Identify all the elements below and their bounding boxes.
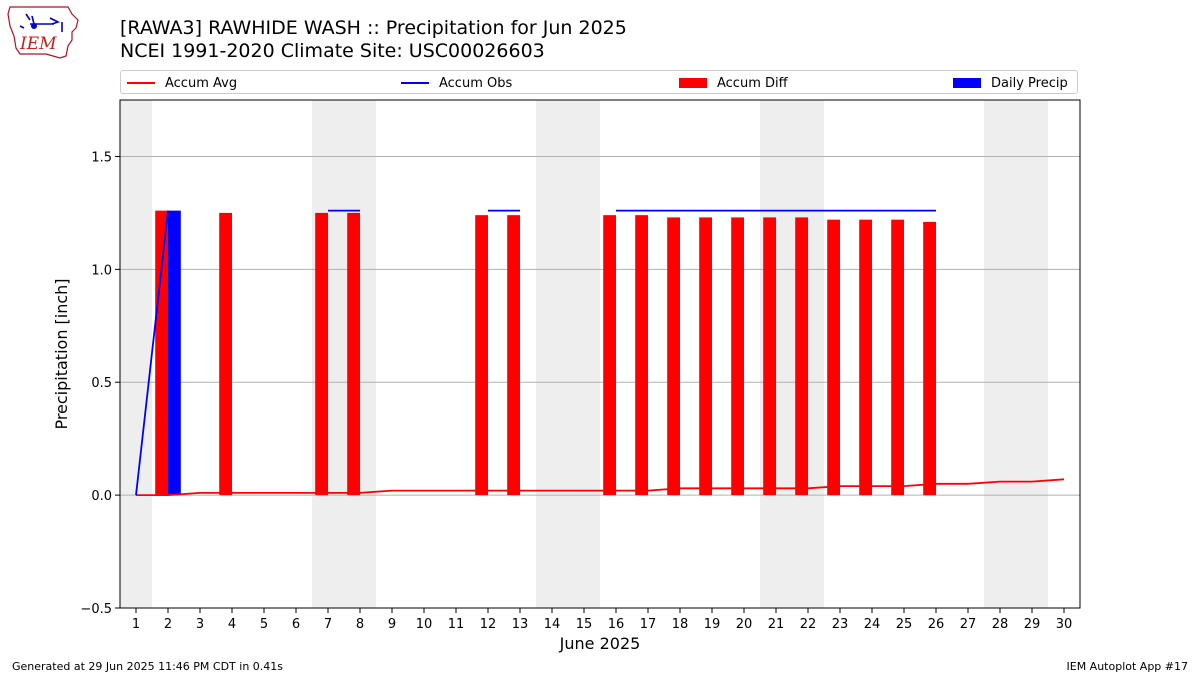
y-tick-label: 0.5 [91, 376, 112, 391]
accum-diff-bar [859, 219, 872, 496]
legend: Accum Avg Accum Obs Accum Diff Daily Pre… [120, 70, 1078, 94]
legend-label: Accum Obs [439, 75, 513, 91]
x-tick-label: 3 [196, 617, 204, 632]
weekend-shading [120, 100, 1048, 608]
accum-diff-bar [315, 212, 328, 496]
legend-label: Accum Avg [165, 75, 238, 91]
y-tick-label: 1.0 [91, 263, 112, 278]
chart-subtitle: NCEI 1991-2020 Climate Site: USC00026603 [120, 40, 545, 62]
y-tick-label: 0.0 [91, 489, 112, 504]
x-tick-label: 13 [512, 617, 529, 632]
y-tick-label: −0.5 [80, 602, 112, 617]
x-tick-label: 27 [960, 617, 977, 632]
legend-label: Accum Diff [717, 75, 788, 91]
station-dot-icon [31, 23, 37, 29]
x-tick-label: 20 [736, 617, 753, 632]
accum-diff-bar [347, 212, 360, 496]
weekend-band [536, 100, 600, 608]
accum-diff-bar [731, 217, 744, 496]
x-tick-label: 11 [448, 617, 465, 632]
bars [155, 210, 936, 496]
legend-swatch [401, 82, 429, 84]
legend-swatch [679, 78, 707, 88]
accum-diff-bar [763, 217, 776, 496]
x-tick-label: 14 [544, 617, 561, 632]
weekend-band [120, 100, 152, 608]
accum-diff-bar [603, 215, 616, 496]
x-tick-label: 25 [896, 617, 913, 632]
weather-symbol-icon [19, 13, 63, 32]
x-tick-label: 1 [132, 617, 140, 632]
x-tick-label: 21 [768, 617, 785, 632]
legend-item-daily-precip: Daily Precip [953, 74, 1068, 92]
legend-item-accum-avg: Accum Avg [127, 74, 237, 92]
x-axis-label: June 2025 [559, 634, 641, 653]
accum-diff-bar [507, 215, 520, 496]
logo-text: IEM [19, 34, 57, 54]
x-tick-label: 30 [1056, 617, 1073, 632]
precipitation-chart: −0.50.00.51.01.51 2 3 4 5 6 7 8 9 10 11 12 13 14 15 16 1… [52, 99, 1081, 653]
accum-diff-bar [155, 210, 168, 496]
legend-item-accum-obs: Accum Obs [401, 74, 512, 92]
x-tick-label: 4 [228, 617, 236, 632]
accum-diff-bar [891, 219, 904, 496]
accum-diff-bar [923, 221, 936, 496]
chart-title: [RAWA3] RAWHIDE WASH :: Precipitation fo… [120, 17, 627, 39]
accum-avg-line [136, 478, 1065, 496]
accum-diff-bar [795, 217, 808, 496]
accum-diff-bar [475, 215, 488, 496]
x-tick-label: 12 [480, 617, 497, 632]
x-tick-label: 16 [608, 617, 625, 632]
x-tick-label: 22 [800, 617, 817, 632]
footer-generated: Generated at 29 Jun 2025 11:46 PM CDT in… [12, 660, 284, 673]
state-outline-icon [7, 6, 79, 59]
x-tick-label: 28 [992, 617, 1009, 632]
legend-swatch [127, 82, 155, 84]
x-tick-label: 5 [260, 617, 268, 632]
daily-precip-bar [168, 210, 181, 496]
x-tick-label: 26 [928, 617, 945, 632]
legend-label: Daily Precip [991, 75, 1068, 91]
accum-diff-bar [219, 212, 232, 496]
accum-diff-bar [827, 219, 840, 496]
plot-area [119, 99, 1081, 609]
accum-diff-bar [635, 215, 648, 496]
legend-swatch [953, 78, 981, 88]
y-axis-label: Precipitation [inch] [52, 278, 71, 429]
accum-diff-bar [667, 217, 680, 496]
axes: −0.50.00.51.01.51 2 3 4 5 6 7 8 9 10 11 12 13 14 15 16 1… [80, 150, 1072, 632]
x-tick-label: 23 [832, 617, 849, 632]
footer-app: IEM Autoplot App #17 [1066, 660, 1189, 673]
x-tick-label: 7 [324, 617, 332, 632]
x-tick-label: 10 [416, 617, 433, 632]
x-tick-label: 8 [356, 617, 364, 632]
x-tick-label: 2 [164, 617, 172, 632]
legend-item-accum-diff: Accum Diff [679, 74, 788, 92]
x-tick-label: 19 [704, 617, 721, 632]
y-tick-label: 1.5 [91, 150, 112, 165]
series-lines [135, 209, 1065, 496]
accum-obs-line [135, 209, 936, 496]
x-tick-label: 15 [576, 617, 593, 632]
x-tick-label: 17 [640, 617, 657, 632]
x-tick-label: 6 [292, 617, 300, 632]
weekend-band [984, 100, 1048, 608]
x-tick-label: 18 [672, 617, 689, 632]
x-tick-label: 29 [1024, 617, 1041, 632]
accum-diff-bar [699, 217, 712, 496]
x-tick-label: 9 [388, 617, 396, 632]
iem-logo: IEM [7, 6, 79, 59]
x-tick-label: 24 [864, 617, 881, 632]
